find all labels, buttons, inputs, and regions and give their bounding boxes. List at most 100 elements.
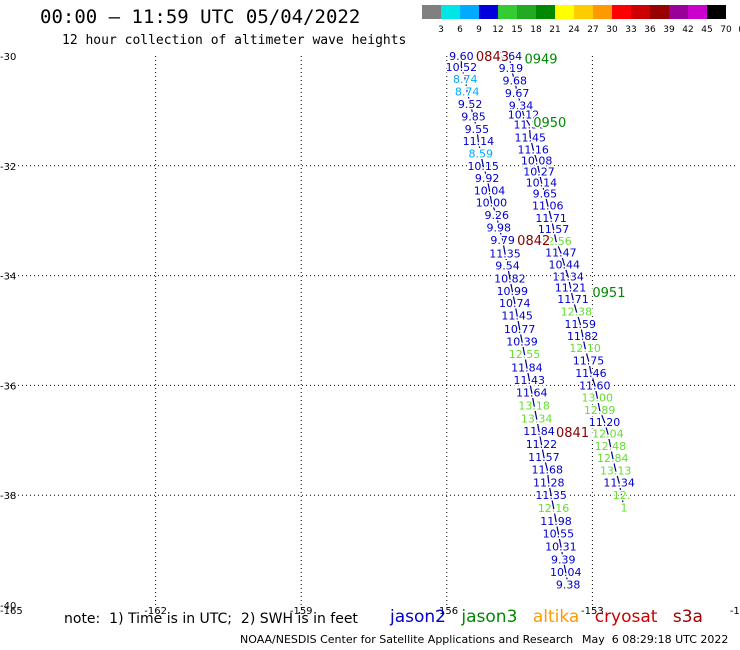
wave-height-label: 12. — [613, 489, 631, 502]
color-swatch — [555, 5, 574, 19]
x-tick-label: -15 — [730, 606, 740, 617]
wave-height-label: 11.30 — [514, 119, 546, 132]
wave-height-label: 10.14 — [526, 176, 558, 189]
wave-height-label: 12.55 — [509, 348, 541, 361]
wave-height-label: 10.39 — [506, 335, 538, 348]
wave-height-label: 12.04 — [592, 428, 624, 441]
wave-height-label: 11.71 — [535, 212, 567, 225]
wave-height-label: 9.34 — [509, 99, 534, 112]
x-tick-label: -159 — [290, 606, 313, 617]
wave-height-label: 10.55 — [543, 528, 575, 541]
wave-height-label: 1 — [620, 501, 627, 514]
wave-height-label: 9.55 — [465, 123, 490, 136]
satellite-s3a: s3a — [672, 607, 703, 627]
wave-height-label: 8.74 — [455, 86, 480, 99]
wave-height-label: 11.20 — [589, 416, 621, 429]
color-scale-label: 3 — [438, 25, 444, 35]
wave-height-label: 10.52 — [446, 61, 478, 74]
color-scale-label: 39 — [663, 25, 675, 35]
color-scale-label: 70 — [720, 25, 732, 35]
x-tick-label: -156 — [435, 606, 458, 617]
wave-height-label: 9.68 — [502, 75, 527, 88]
wave-height-label: 10.77 — [504, 323, 536, 336]
track-line — [509, 55, 625, 508]
wave-height-label: 11.64 — [516, 387, 548, 400]
wave-height-label: 11.22 — [526, 438, 558, 451]
wave-height-label: 11.35 — [489, 248, 521, 261]
wave-height-label: 11.34 — [552, 271, 584, 284]
wave-height-label: 12.56 — [540, 235, 572, 248]
color-scale-label: 24 — [568, 25, 580, 35]
wave-height-label: 11.75 — [573, 355, 605, 368]
wave-height-label: 9.67 — [505, 87, 530, 100]
satellite-altika: altika — [532, 607, 580, 627]
wave-height-label: 11.06 — [532, 199, 564, 212]
wave-height-label: 10.31 — [545, 540, 577, 553]
wave-height-label: 11.35 — [535, 489, 567, 502]
wave-height-label: 11.60 — [579, 379, 611, 392]
color-swatch — [460, 5, 479, 19]
satellite-jason2: jason2 — [390, 607, 446, 627]
x-tick-label: -162 — [144, 606, 167, 617]
color-swatch — [536, 5, 555, 19]
pass-time-label: 0951 — [592, 286, 625, 301]
satellite-cryosat: cryosat — [594, 607, 658, 627]
color-swatch — [631, 5, 650, 19]
y-tick-label: -36 — [0, 381, 16, 392]
color-scale-label: 36 — [644, 25, 656, 35]
wave-height-label: 11.71 — [557, 293, 589, 306]
color-swatch — [669, 5, 688, 19]
wave-height-label: 8.59 — [469, 148, 494, 161]
wave-height-label: 9.52 — [458, 98, 483, 111]
pass-time-label: 0950 — [533, 116, 566, 131]
wave-height-label: 11.98 — [540, 515, 572, 528]
color-swatch — [517, 5, 536, 19]
wave-height-label: 11.82 — [567, 330, 599, 343]
color-swatch — [479, 5, 498, 19]
chart-title: 00:00 — 11:59 UTC 05/04/2022 — [40, 6, 361, 28]
wave-height-label: 10.99 — [497, 285, 529, 298]
wave-height-label: 9.38 — [556, 579, 581, 592]
color-scale-label: 42 — [682, 25, 693, 35]
color-scale-label: 6 — [457, 25, 463, 35]
color-swatch — [422, 5, 441, 19]
y-tick-label: -40 — [0, 601, 16, 612]
color-swatch — [707, 5, 726, 19]
wave-height-label: 11.43 — [514, 374, 546, 387]
wave-height-label: 13.00 — [582, 391, 614, 404]
y-tick-label: -32 — [0, 162, 16, 173]
color-scale-label: 33 — [625, 25, 636, 35]
wave-height-label: 12.89 — [584, 404, 616, 417]
wave-height-label: 11.59 — [565, 318, 597, 331]
footer-note: note: 1) Time is in UTC; 2) SWH is in fe… — [64, 611, 358, 627]
wave-height-label: 11.21 — [555, 282, 587, 295]
wave-height-label: 9.19 — [499, 62, 524, 75]
wave-height-label: 10.15 — [467, 160, 499, 173]
wave-height-label: 11.84 — [523, 425, 555, 438]
wave-height-label: 10.12 — [508, 109, 540, 122]
color-swatch — [441, 5, 460, 19]
y-tick-label: -30 — [0, 52, 16, 63]
wave-height-label: 11.46 — [575, 367, 607, 380]
wave-height-label: 11.16 — [517, 143, 549, 156]
wave-height-label: 12.10 — [569, 342, 601, 355]
color-scale-label: 18 — [530, 25, 542, 35]
y-tick-label: -38 — [0, 491, 16, 502]
color-scale-label: 21 — [549, 25, 560, 35]
y-tick-label: -34 — [0, 272, 16, 283]
x-tick-label: -153 — [581, 606, 604, 617]
color-scale-label: 12 — [492, 25, 503, 35]
wave-height-label: 11.68 — [532, 463, 564, 476]
wave-height-label: 9.60 — [449, 50, 474, 63]
wave-height-label: 13.18 — [518, 400, 550, 413]
color-swatch — [688, 5, 707, 19]
wave-height-label: 9.54 — [495, 260, 520, 273]
color-scale-label: 45 — [701, 25, 712, 35]
wave-height-label: 12.84 — [597, 452, 629, 465]
wave-height-label: 9.98 — [486, 221, 511, 234]
wave-height-label: 11.28 — [533, 477, 565, 490]
color-swatch — [593, 5, 612, 19]
color-scale-label: 9 — [476, 25, 482, 35]
